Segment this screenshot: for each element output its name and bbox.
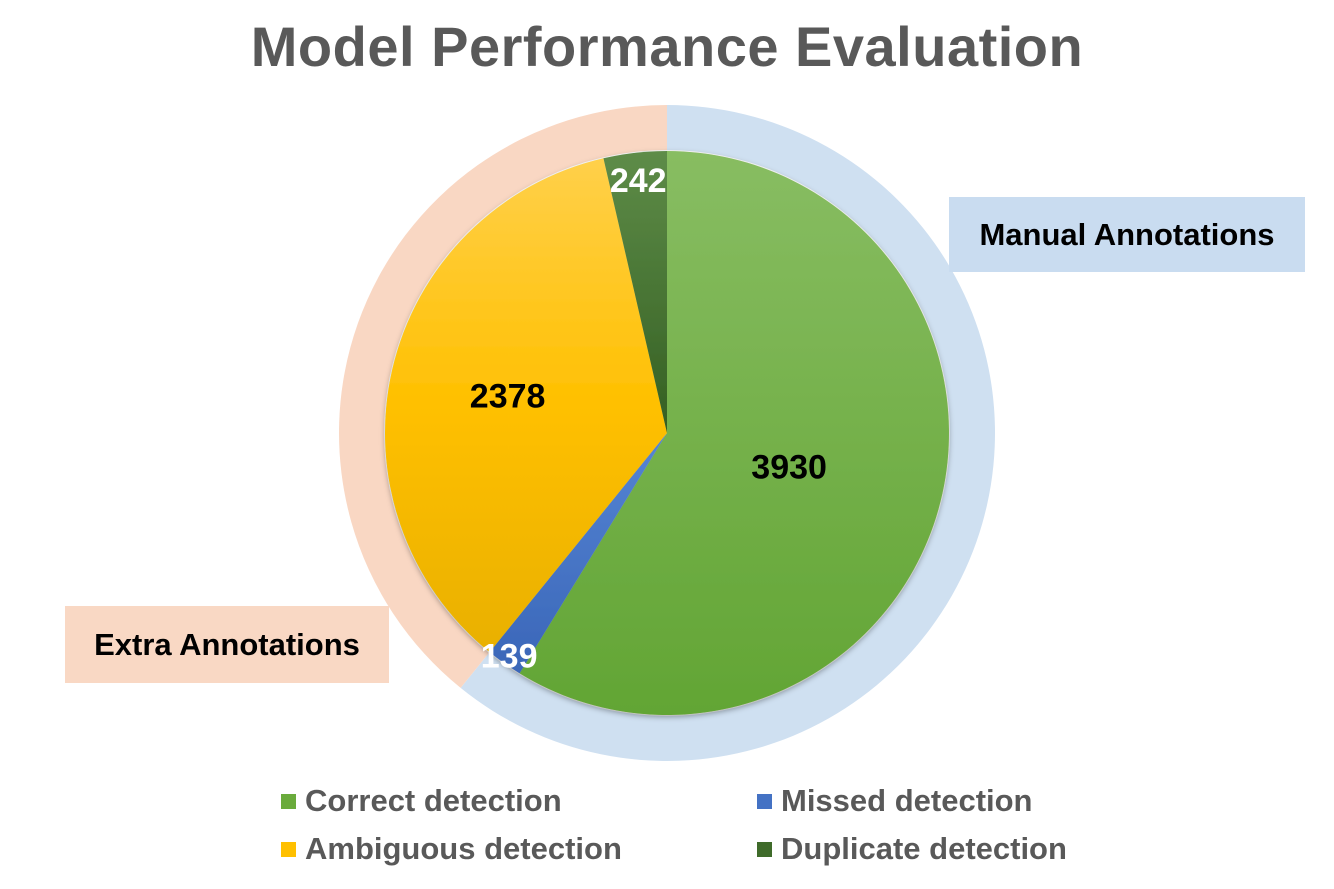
- data-label-correct-detection: 3930: [751, 448, 827, 486]
- pie-slice-ambiguous-detection: [384, 158, 667, 653]
- chart-title: Model Performance Evaluation: [250, 15, 1084, 78]
- manual-annotations-label: Manual Annotations: [949, 197, 1305, 272]
- data-labels: 3930 139 2378 242: [470, 162, 827, 676]
- legend-label: Missed detection: [781, 783, 1033, 818]
- legend-item-correct-detection: Correct detection: [281, 783, 562, 819]
- legend-item-ambiguous-detection: Ambiguous detection: [281, 831, 622, 867]
- legend-label: Duplicate detection: [781, 831, 1067, 866]
- legend-item-duplicate-detection: Duplicate detection: [757, 831, 1067, 867]
- legend-swatch: [281, 793, 296, 809]
- data-label-duplicate-detection: 242: [610, 162, 667, 200]
- pie-slice-duplicate-detection: [603, 151, 667, 433]
- pie-slice-correct-detection: [519, 151, 949, 715]
- legend-label: Correct detection: [305, 783, 562, 818]
- data-label-missed-detection: 139: [481, 637, 538, 675]
- pie-slice-missed-detection: [489, 433, 667, 674]
- legend-swatch: [757, 841, 772, 857]
- legend-label: Ambiguous detection: [305, 831, 622, 866]
- legend-item-missed-detection: Missed detection: [757, 783, 1033, 819]
- pie-slices: [384, 151, 949, 715]
- legend-swatch: [757, 793, 772, 809]
- data-label-ambiguous-detection: 2378: [470, 377, 546, 415]
- extra-annotations-label: Extra Annotations: [65, 606, 389, 683]
- legend-swatch: [281, 841, 296, 857]
